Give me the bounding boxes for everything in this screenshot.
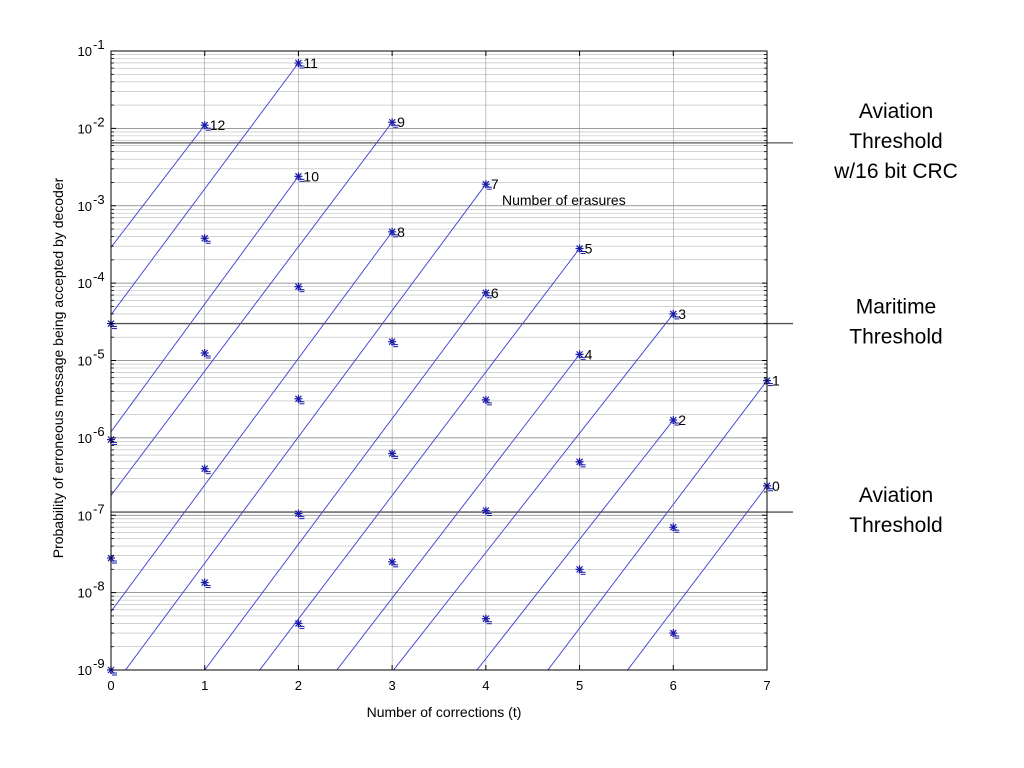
series-label: 8 <box>397 224 405 240</box>
threshold-label-line: Threshold <box>849 130 942 153</box>
y-tick-exponent: -6 <box>93 424 105 439</box>
threshold-label-line: w/16 bit CRC <box>833 160 958 183</box>
y-tick-exponent: -2 <box>93 114 105 129</box>
y-tick-exponent: -8 <box>93 579 105 594</box>
y-tick-label: 10 <box>78 276 92 291</box>
series-label: 1 <box>772 373 780 389</box>
threshold-lines <box>111 142 793 513</box>
threshold-label-line: Maritime <box>856 296 937 319</box>
data-marker <box>481 180 490 189</box>
y-tick-label: 10 <box>78 508 92 523</box>
series-label: 4 <box>585 346 593 362</box>
threshold-label-line: Threshold <box>849 514 942 537</box>
data-marker <box>294 509 303 518</box>
erasures-annotation: Number of erasures <box>502 192 626 208</box>
y-tick-label: 10 <box>78 663 92 678</box>
y-tick-label: 10 <box>78 121 92 136</box>
series-label: 12 <box>210 117 226 133</box>
minor-gridlines <box>111 54 767 648</box>
series-line <box>259 248 580 670</box>
series-line <box>111 176 299 433</box>
x-tick-label: 4 <box>482 678 489 693</box>
series-line <box>111 124 206 249</box>
series-label: 9 <box>397 114 405 130</box>
series-label: 0 <box>772 478 780 494</box>
series-line <box>476 419 674 670</box>
series-line <box>627 485 767 670</box>
y-tick-exponent: -5 <box>93 347 105 362</box>
y-tick-exponent: -9 <box>93 656 105 671</box>
y-tick-exponent: -3 <box>93 192 105 207</box>
x-tick-label: 7 <box>763 678 770 693</box>
y-tick-label: 10 <box>78 199 92 214</box>
series-label: 11 <box>303 55 318 71</box>
series-line <box>392 313 674 670</box>
threshold-label-line: Aviation <box>859 484 933 507</box>
series-line <box>336 354 580 670</box>
series-label: 3 <box>678 306 686 322</box>
series-lines <box>111 62 767 670</box>
x-tick-labels: 0 1 2 3 4 5 6 7 <box>107 678 770 693</box>
x-tick-label: 0 <box>107 678 114 693</box>
x-tick-label: 5 <box>576 678 583 693</box>
y-axis-title: Probability of erroneous message being a… <box>50 177 66 558</box>
data-marker <box>669 416 678 425</box>
threshold-label-line: Aviation <box>859 100 933 123</box>
data-markers <box>107 58 773 676</box>
y-tick-label: 10 <box>78 44 92 59</box>
series-line <box>111 62 299 316</box>
data-marker <box>669 629 678 638</box>
series-label: 6 <box>491 285 499 301</box>
data-marker <box>388 118 397 127</box>
series-line <box>204 292 487 670</box>
series-line <box>547 380 767 670</box>
series-line <box>111 121 393 497</box>
axis-ticks <box>110 50 768 671</box>
series-label: 2 <box>678 412 686 428</box>
x-tick-label: 2 <box>295 678 302 693</box>
data-marker <box>294 619 303 628</box>
y-tick-label: 10 <box>78 354 92 369</box>
y-tick-label: 10 <box>78 431 92 446</box>
x-tick-label: 6 <box>670 678 677 693</box>
threshold-label-line: Threshold <box>849 326 942 349</box>
series-label: 10 <box>303 168 319 184</box>
y-tick-label: 10 <box>78 586 92 601</box>
series-line <box>111 231 393 613</box>
y-tick-labels: 10-910-810-710-610-510-410-310-210-1 <box>78 37 105 678</box>
x-axis-title: Number of corrections (t) <box>367 704 522 720</box>
y-tick-exponent: -4 <box>93 269 105 284</box>
series-line <box>124 183 487 670</box>
x-tick-label: 3 <box>389 678 396 693</box>
series-label: 5 <box>585 241 593 257</box>
threshold-labels: Aviation Threshold w/16 bit CRC Maritime Thr… <box>833 100 958 537</box>
x-tick-label: 1 <box>201 678 208 693</box>
y-tick-exponent: -7 <box>93 501 105 516</box>
series-label: 7 <box>491 176 499 192</box>
y-tick-exponent: -1 <box>93 37 105 52</box>
data-marker <box>388 227 397 236</box>
data-marker <box>481 614 490 623</box>
